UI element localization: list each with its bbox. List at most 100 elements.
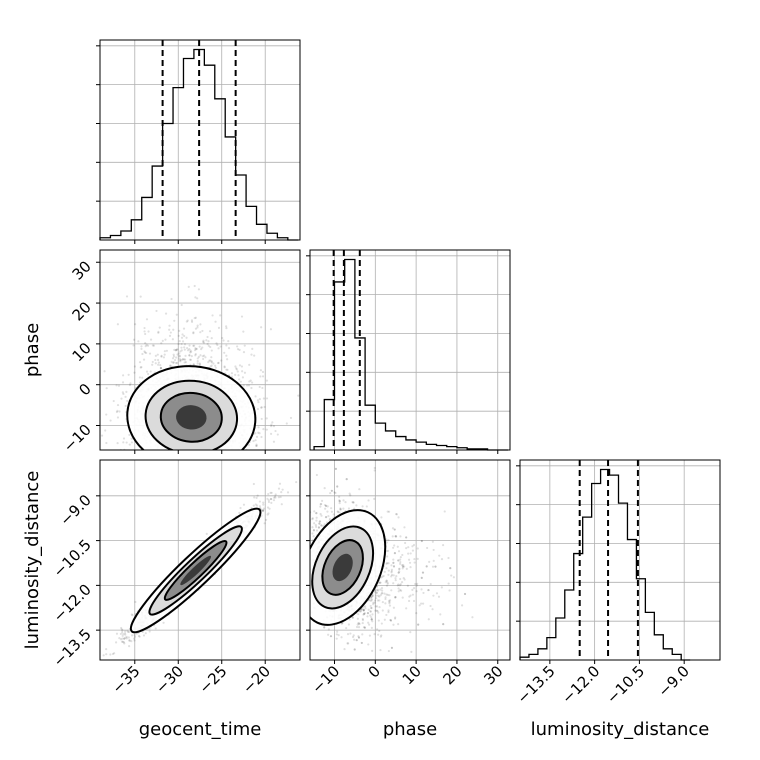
sample-point xyxy=(169,463,171,465)
sample-point xyxy=(238,511,241,514)
sample-point xyxy=(169,331,172,334)
sample-point xyxy=(183,358,186,361)
sample-point xyxy=(194,316,197,319)
sample-point xyxy=(272,440,276,443)
sample-point xyxy=(186,319,189,322)
sample-point xyxy=(162,621,165,624)
sample-point xyxy=(128,630,131,634)
sample-point xyxy=(160,355,163,358)
sample-point xyxy=(252,504,255,507)
sample-point xyxy=(170,297,173,301)
panel-frame xyxy=(99,39,301,241)
sample-point xyxy=(394,596,397,599)
sample-point xyxy=(165,349,169,352)
sample-point xyxy=(105,413,108,416)
sample-point xyxy=(148,453,150,455)
sample-point xyxy=(353,648,356,651)
sample-point xyxy=(258,432,261,435)
sample-point xyxy=(123,637,126,640)
sample-point xyxy=(240,365,243,368)
sample-point xyxy=(273,496,276,499)
sample-point xyxy=(139,295,142,298)
sample-point xyxy=(197,288,201,291)
sample-point xyxy=(133,365,136,368)
sample-point xyxy=(281,488,284,491)
sample-point xyxy=(115,384,118,387)
sample-point xyxy=(248,380,251,383)
sample-point xyxy=(303,568,305,570)
y-tick-label: 0 xyxy=(75,380,94,399)
sample-point xyxy=(262,508,265,512)
sample-point xyxy=(317,526,321,529)
sample-point xyxy=(149,482,151,484)
x-tick-label: 0 xyxy=(365,662,384,681)
sample-point xyxy=(125,453,127,455)
sample-point xyxy=(304,532,306,534)
sample-point xyxy=(172,453,174,455)
sample-point xyxy=(163,466,165,468)
sample-point xyxy=(296,550,298,552)
sample-point xyxy=(241,376,245,379)
histogram-geocent_time xyxy=(99,48,299,241)
sample-point xyxy=(174,461,176,463)
sample-point xyxy=(201,355,204,358)
sample-point xyxy=(357,636,361,639)
sample-point xyxy=(256,494,259,497)
sample-point xyxy=(133,371,136,374)
sample-point xyxy=(174,361,178,365)
sample-point xyxy=(195,347,198,351)
sample-point xyxy=(138,361,142,364)
sample-point xyxy=(346,632,350,636)
sample-point xyxy=(178,355,181,358)
sample-point xyxy=(273,471,275,473)
sample-point xyxy=(223,453,225,455)
sample-point xyxy=(145,456,147,458)
sample-point xyxy=(274,429,277,433)
sample-point xyxy=(219,345,222,348)
sample-point xyxy=(121,631,124,634)
sample-point xyxy=(193,284,196,288)
sample-point xyxy=(255,504,259,507)
sample-point xyxy=(143,330,146,333)
sample-point xyxy=(109,653,112,656)
sample-point xyxy=(260,406,263,409)
sample-point xyxy=(122,632,125,636)
sample-point xyxy=(205,532,208,535)
sample-point xyxy=(189,351,192,354)
sample-point xyxy=(158,326,161,329)
sample-point xyxy=(195,468,197,470)
sample-point xyxy=(241,370,244,373)
sample-point xyxy=(416,557,419,561)
panel-frame xyxy=(309,249,511,451)
sample-point xyxy=(105,441,108,445)
sample-point xyxy=(375,594,378,597)
sample-point xyxy=(199,354,202,357)
sample-point xyxy=(120,626,123,630)
sample-point xyxy=(140,347,143,350)
sample-point xyxy=(183,334,186,338)
sample-point xyxy=(215,457,217,459)
sample-point xyxy=(249,453,251,455)
sample-point xyxy=(259,369,263,372)
sample-point xyxy=(76,403,78,405)
sample-point xyxy=(225,368,228,371)
sample-point xyxy=(212,362,215,365)
sample-point xyxy=(217,347,220,350)
sample-point xyxy=(195,348,198,351)
sample-point xyxy=(338,499,341,502)
sample-point xyxy=(173,319,176,322)
sample-point xyxy=(215,477,217,479)
sample-point xyxy=(401,565,405,568)
sample-point xyxy=(211,450,213,452)
sample-point xyxy=(120,397,123,400)
sample-point xyxy=(242,330,245,333)
sample-point xyxy=(392,565,396,568)
sample-point xyxy=(227,468,229,470)
sample-point xyxy=(159,364,162,367)
sample-point xyxy=(117,384,121,387)
sample-point xyxy=(132,344,135,347)
sample-point xyxy=(238,364,242,367)
sample-point xyxy=(89,339,91,341)
sample-point xyxy=(134,600,137,604)
sample-point xyxy=(231,487,233,489)
